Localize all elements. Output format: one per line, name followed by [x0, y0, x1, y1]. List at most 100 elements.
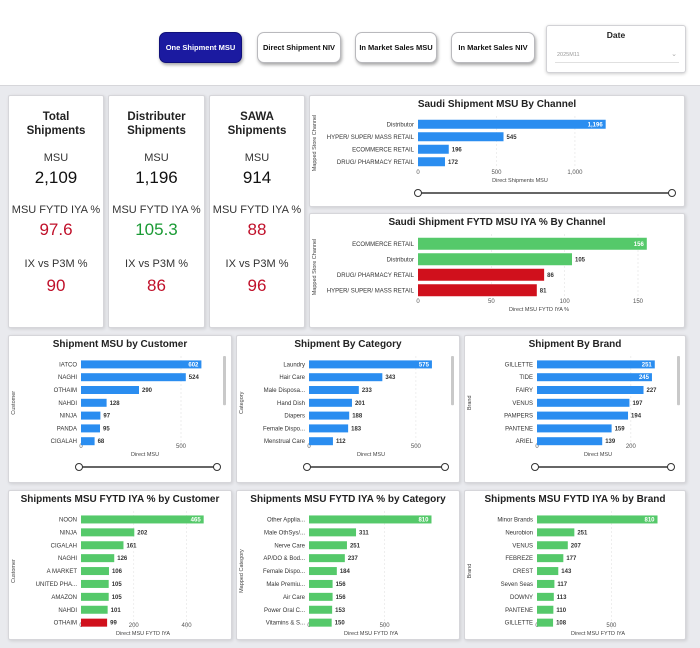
kpi-card-distributer-shipments: Distributer Shipments MSU 1,196 MSU FYTD… [108, 95, 205, 328]
kpi-card-total-shipments: Total Shipments MSU 2,109 MSU FYTD IYA %… [8, 95, 104, 328]
bar [309, 437, 333, 446]
category-label: Male Premiu... [266, 582, 305, 588]
bar [309, 398, 352, 407]
chart-shipment-fytd-iya-by-channel: Saudi Shipment FYTD MSU IYA % By Channel… [309, 213, 685, 328]
nav-button-in-market-sales-niv[interactable]: In Market Sales NIV [451, 32, 535, 63]
bar [309, 528, 357, 537]
category-label: VENUS [512, 543, 533, 549]
nav-button-direct-shipment-niv[interactable]: Direct Shipment NIV [257, 32, 341, 63]
x-axis-title: Direct MSU [584, 452, 612, 458]
range-slider-handle-start[interactable] [75, 463, 83, 471]
date-dropdown-value: 2025M11 [557, 52, 580, 58]
bar [81, 592, 109, 601]
chevron-down-icon: ⌄ [671, 51, 677, 58]
kpi-ix-value: 96 [247, 276, 267, 295]
data-label: 105 [112, 582, 123, 588]
data-label: 161 [126, 543, 137, 549]
data-label: 113 [557, 595, 567, 601]
date-dropdown[interactable]: 2025M11 ⌄ [555, 48, 679, 63]
category-label: OTHAIM [54, 388, 77, 394]
bar [81, 373, 186, 382]
data-label: 159 [615, 426, 626, 432]
x-tick-label: 0 [416, 299, 420, 305]
data-label: 97 [103, 414, 110, 420]
range-slider-handle-end[interactable] [213, 463, 221, 471]
x-tick-label: 400 [182, 623, 193, 629]
chart-title: Shipments MSU FYTD IYA % by Category [250, 494, 446, 505]
chart-shipment-by-category: Shipment By Category 0 500 Laundry 575 Hair C… [236, 335, 460, 483]
data-label: 290 [142, 388, 153, 394]
data-label: 810 [644, 517, 655, 523]
x-tick-label: 0 [416, 170, 420, 176]
bar [418, 119, 606, 129]
nav-button-in-market-sales-msu[interactable]: In Market Sales MSU [355, 32, 437, 63]
bar [418, 157, 445, 167]
data-label: 465 [191, 517, 202, 523]
category-label: TIDE [519, 375, 533, 381]
data-label: 126 [117, 556, 128, 562]
bar [418, 237, 647, 250]
chart-svg: 0 50 100 150 ECOMMERCE RETAIL 156 Distributor 1… [312, 234, 647, 313]
data-label: 150 [335, 621, 346, 627]
chart-title: Saudi Shipment MSU By Channel [417, 99, 577, 110]
bar [81, 579, 109, 588]
chart-svg: 0 500 1,000 Distributor 1,196 HYPER/ SUPER/ M… [312, 115, 676, 197]
data-label: 177 [566, 556, 577, 562]
data-label: 602 [188, 362, 199, 368]
top-navigation-bar: One Shipment MSU Direct Shipment NIV In … [0, 0, 700, 86]
category-label: NOON [59, 517, 77, 523]
y-axis-title: Customer [11, 391, 17, 415]
data-label: 245 [639, 375, 650, 381]
data-label: 207 [571, 543, 582, 549]
vertical-scrollbar[interactable] [677, 356, 680, 406]
bar [81, 411, 101, 420]
x-tick-label: 150 [633, 299, 644, 305]
bar [309, 605, 333, 614]
data-label: 183 [351, 426, 362, 432]
kpi-ix-label: IX vs P3M % [24, 258, 88, 270]
range-slider-handle-start[interactable] [303, 463, 311, 471]
chart-svg: 0 500 IATCO 602 NAGHI 524 OTHAIM 290 NAHDI 128 NIN… [11, 356, 226, 471]
x-tick-label: 500 [411, 444, 422, 450]
chart-title: Saudi Shipment FYTD MSU IYA % By Channel [388, 217, 606, 228]
kpi-ix-label: IX vs P3M % [225, 258, 289, 270]
bar [537, 515, 658, 524]
kpi-msu-label: MSU [244, 152, 270, 164]
vertical-scrollbar[interactable] [451, 356, 454, 406]
data-label: 105 [575, 257, 586, 263]
x-tick-label: 500 [176, 444, 187, 450]
category-label: Seven Seas [501, 582, 533, 588]
category-label: Distributor [387, 257, 414, 263]
y-axis-title: Mapped Category [239, 549, 245, 593]
nav-button-one-shipment-msu[interactable]: One Shipment MSU [159, 32, 242, 63]
y-axis-title: Customer [11, 559, 17, 583]
data-label: 153 [335, 608, 346, 614]
range-slider-handle-end[interactable] [667, 463, 675, 471]
chart-title: Shipment By Category [294, 339, 402, 350]
category-label: NAHDI [58, 401, 77, 407]
y-axis-title: Brand [467, 564, 473, 579]
vertical-scrollbar[interactable] [223, 356, 226, 406]
category-label: A MARKET [47, 569, 78, 575]
range-slider-handle-start[interactable] [414, 189, 422, 197]
category-label: NAGHI [58, 375, 77, 381]
range-slider-handle-end[interactable] [441, 463, 449, 471]
data-label: 101 [111, 608, 122, 614]
bar [537, 437, 603, 446]
chart-svg: 0500Minor Brands810Neurobion251VENUS207F… [467, 511, 658, 637]
kpi-msu-value: 1,196 [135, 168, 178, 187]
range-slider-handle-end[interactable] [668, 189, 676, 197]
data-label: 105 [112, 595, 123, 601]
range-slider-handle-start[interactable] [531, 463, 539, 471]
x-tick-label: 0 [79, 444, 83, 450]
data-label: 188 [352, 414, 363, 420]
bar [81, 554, 115, 563]
date-slicer: Date 2025M11 ⌄ [546, 25, 686, 73]
category-label: DRUG/ PHARMACY RETAIL [337, 273, 415, 279]
chart-svg: 0 500 Laundry 575 Hair Care 343 Male Disposa..… [239, 356, 454, 471]
bar [537, 424, 612, 433]
bar [309, 567, 337, 576]
x-axis-title: Direct MSU FYTD IYA % [509, 307, 569, 313]
category-label: Vitamins & S... [266, 621, 306, 627]
kpi-iya-label: MSU FYTD IYA % [11, 204, 101, 216]
